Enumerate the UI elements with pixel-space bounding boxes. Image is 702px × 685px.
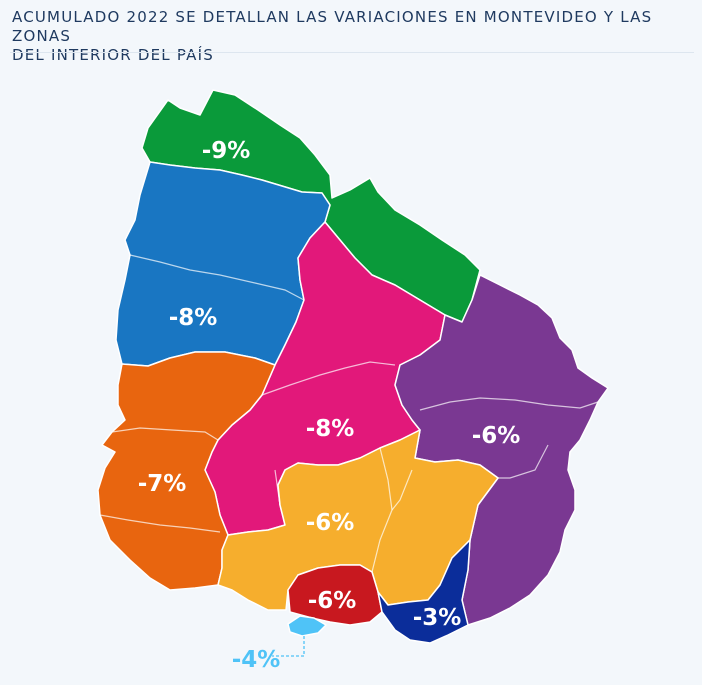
region-east xyxy=(394,274,609,626)
department-boundary xyxy=(99,514,221,533)
map-title-line-2: DEL INTERIOR DEL PAÍS xyxy=(12,46,214,64)
region-canelones xyxy=(287,564,383,626)
department-boundary xyxy=(498,444,549,479)
label-south-center: -6% xyxy=(306,510,355,536)
label-center: -8% xyxy=(306,416,355,442)
map-title: ACUMULADO 2022 SE DETALLAN LAS VARIACION… xyxy=(12,8,692,65)
label-west-north: -8% xyxy=(169,305,218,331)
map-title-line-1: ACUMULADO 2022 SE DETALLAN LAS VARIACION… xyxy=(12,8,653,45)
title-divider xyxy=(10,52,694,53)
label-canelones: -6% xyxy=(308,588,357,614)
label-maldonado: -3% xyxy=(413,605,462,631)
region-maldonado xyxy=(377,539,471,644)
department-boundary xyxy=(274,469,281,506)
department-boundary xyxy=(261,361,396,396)
label-north: -9% xyxy=(202,138,251,164)
department-boundary xyxy=(419,397,599,411)
label-montevideo: -4% xyxy=(232,647,281,673)
montevideo-leader-line xyxy=(272,636,305,657)
department-boundary xyxy=(111,427,219,441)
department-boundary xyxy=(129,254,305,301)
label-southwest: -7% xyxy=(138,471,187,497)
region-montevideo xyxy=(287,615,327,637)
label-east: -6% xyxy=(472,423,521,449)
department-boundary xyxy=(391,469,413,511)
